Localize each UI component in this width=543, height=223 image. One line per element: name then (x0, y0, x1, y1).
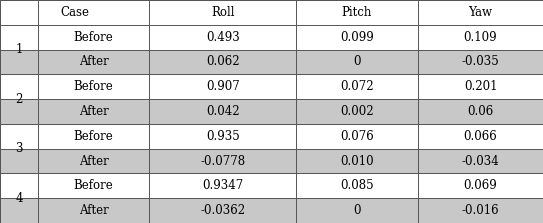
Text: After: After (79, 56, 109, 68)
Text: 0.085: 0.085 (340, 179, 374, 192)
Bar (0, 149, 543, 173)
Text: -0.0778: -0.0778 (200, 155, 245, 167)
Text: 1: 1 (15, 43, 23, 56)
Text: -0.0362: -0.0362 (200, 204, 245, 217)
Text: 3: 3 (15, 142, 23, 155)
Text: 0.042: 0.042 (206, 105, 239, 118)
Bar (0, 25, 543, 50)
Text: 0: 0 (353, 56, 361, 68)
Text: 2: 2 (15, 93, 23, 106)
Bar (0, 124, 543, 149)
Text: Yaw: Yaw (469, 6, 493, 19)
Text: -0.034: -0.034 (462, 155, 500, 167)
Text: 0.066: 0.066 (464, 130, 497, 143)
Text: After: After (79, 105, 109, 118)
Text: Before: Before (74, 179, 113, 192)
Bar (0, 50, 543, 74)
Text: After: After (79, 204, 109, 217)
Text: Before: Before (74, 80, 113, 93)
Text: 0.109: 0.109 (464, 31, 497, 44)
Text: 0.06: 0.06 (468, 105, 494, 118)
Text: 0.493: 0.493 (206, 31, 239, 44)
Text: After: After (79, 155, 109, 167)
Text: 0.072: 0.072 (340, 80, 374, 93)
Text: 0.062: 0.062 (206, 56, 239, 68)
Text: Pitch: Pitch (342, 6, 372, 19)
Bar (0, 0, 543, 25)
Text: -0.035: -0.035 (462, 56, 500, 68)
Text: Case: Case (60, 6, 89, 19)
Text: 0.9347: 0.9347 (202, 179, 243, 192)
Text: -0.016: -0.016 (462, 204, 500, 217)
Text: 0.099: 0.099 (340, 31, 374, 44)
Text: Before: Before (74, 31, 113, 44)
Text: 0.076: 0.076 (340, 130, 374, 143)
Text: 0: 0 (353, 204, 361, 217)
Text: 4: 4 (15, 192, 23, 205)
Text: Before: Before (74, 130, 113, 143)
Bar (0, 99, 543, 124)
Text: Roll: Roll (211, 6, 235, 19)
Text: 0.069: 0.069 (464, 179, 497, 192)
Bar (0, 74, 543, 99)
Bar (0, 173, 543, 198)
Text: 0.010: 0.010 (340, 155, 374, 167)
Text: 0.201: 0.201 (464, 80, 497, 93)
Text: 0.935: 0.935 (206, 130, 239, 143)
Text: 0.002: 0.002 (340, 105, 374, 118)
Text: 0.907: 0.907 (206, 80, 239, 93)
Bar (0, 198, 543, 223)
